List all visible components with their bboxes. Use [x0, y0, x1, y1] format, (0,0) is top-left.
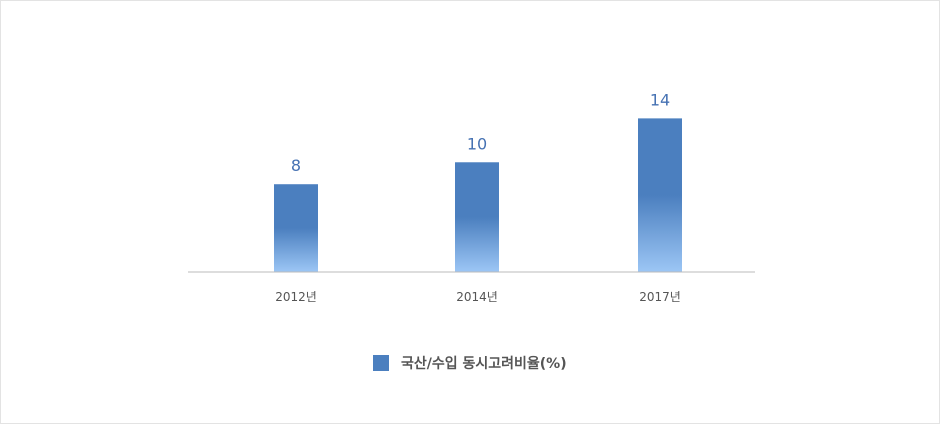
bars-group — [274, 118, 682, 272]
value-label: 14 — [650, 90, 670, 109]
value-label: 8 — [291, 156, 301, 175]
legend-swatch — [373, 355, 389, 371]
labels-group: 8 2012년 10 2014년 14 2017년 — [275, 90, 681, 304]
legend-label: 국산/수입 동시고려비율(%) — [401, 356, 567, 372]
value-label: 10 — [467, 134, 487, 153]
x-tick-label: 2012년 — [275, 290, 317, 304]
bar-2014년 — [455, 162, 499, 272]
legend: 국산/수입 동시고려비율(%) — [373, 353, 567, 373]
bar-2012년 — [274, 184, 318, 272]
x-tick-label: 2014년 — [456, 290, 498, 304]
bar-2017년 — [638, 118, 682, 272]
x-tick-label: 2017년 — [639, 290, 681, 304]
